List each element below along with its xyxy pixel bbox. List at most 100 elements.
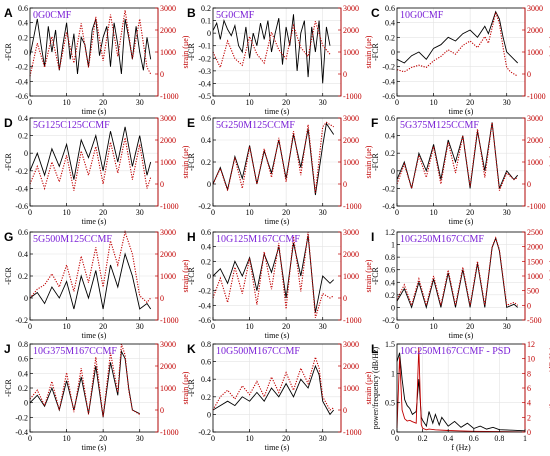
y-tick-label: 0 xyxy=(24,48,28,57)
fcr-series-line xyxy=(212,14,331,84)
y-tick-label: -0.2 xyxy=(15,413,28,422)
panel-title: 5G250M125CCMF xyxy=(216,120,295,131)
fcr-series-line xyxy=(29,126,152,180)
y2-tick-label: 4 xyxy=(527,399,531,408)
y2-tick-label: 0 xyxy=(160,294,164,303)
y2-tick-label: 0 xyxy=(527,428,531,437)
y-tick-label: -0.3 xyxy=(198,67,211,76)
y-tick-label: 0 xyxy=(207,29,211,38)
x-tick-label: 30 xyxy=(319,98,327,107)
panel-J: 0 10 20 30 -0.4 -0.2 0 0.2 0.4 0.6 0.8 -1000 0 1000 20… xyxy=(4,340,190,452)
y-tick-label: 0.6 xyxy=(201,228,211,237)
y-tick-label: 0.6 xyxy=(18,4,28,13)
y2-axis-label: strain (μe) xyxy=(364,371,373,404)
panel-letter: I xyxy=(371,230,374,244)
y2-axis-label: strain (μe) xyxy=(181,35,190,68)
strain-series-line xyxy=(396,347,526,433)
strain-series-line xyxy=(212,121,334,193)
x-tick-label: 10 xyxy=(246,208,254,217)
y2-tick-label: 3000 xyxy=(527,4,543,13)
panel-title: 10G375M167CCMF xyxy=(33,346,117,357)
y2-tick-label: 1000 xyxy=(160,272,176,281)
panel-letter: A xyxy=(4,6,13,20)
y2-tick-label: -1000 xyxy=(527,202,546,211)
y2-tick-label: -1000 xyxy=(343,92,362,101)
x-tick-label: 10 xyxy=(246,322,254,331)
y-tick-label: 0.8 xyxy=(385,253,395,262)
y2-tick-label: 1000 xyxy=(160,158,176,167)
y-tick-label: -0.4 xyxy=(382,202,395,211)
y-tick-label: 0.2 xyxy=(385,149,395,158)
y-axis-label: power/frequency (dB/Hz) xyxy=(371,346,380,429)
y2-tick-label: 2000 xyxy=(160,136,176,145)
x-tick-label: 10 xyxy=(246,434,254,443)
x-tick-label: 0 xyxy=(395,322,399,331)
x-tick-label: 0 xyxy=(395,98,399,107)
x-axis-label: time (s) xyxy=(82,107,107,116)
panel-F: 0 10 20 30 -0.4 -0.2 0 0.2 0.4 0.6 -1000 0 1000 2000 3… xyxy=(371,114,550,226)
x-tick-label: 10 xyxy=(63,322,71,331)
y2-tick-label: 10 xyxy=(527,355,535,364)
x-tick-label: 0 xyxy=(395,434,399,443)
y-tick-label: -0.4 xyxy=(15,184,28,193)
x-tick-label: 30 xyxy=(503,322,511,331)
x-tick-label: 30 xyxy=(136,208,144,217)
x-tick-label: 0 xyxy=(211,322,215,331)
x-axis-label: time (s) xyxy=(265,107,290,116)
panel-letter: E xyxy=(187,116,195,130)
panel-letter: C xyxy=(371,6,380,20)
y2-tick-label: 2000 xyxy=(343,26,359,35)
y2-tick-label: 2000 xyxy=(527,243,543,252)
x-tick-label: 0 xyxy=(28,208,32,217)
y-tick-label: 0.4 xyxy=(385,132,395,141)
y2-tick-label: 0 xyxy=(343,294,347,303)
x-tick-label: 0 xyxy=(28,434,32,443)
panel-letter: K xyxy=(187,342,196,356)
y2-tick-label: 0 xyxy=(527,70,531,79)
y-tick-label: -0.6 xyxy=(15,202,28,211)
y2-tick-label: -1000 xyxy=(160,316,179,325)
y-tick-label: -0.6 xyxy=(382,92,395,101)
y-axis-label: -FCR xyxy=(371,42,380,60)
y-axis-label: -FCR xyxy=(4,42,13,60)
y2-tick-label: 8 xyxy=(527,369,531,378)
y2-tick-label: -1000 xyxy=(160,202,179,211)
panel-letter: G xyxy=(4,230,13,244)
y-tick-label: -0.4 xyxy=(15,428,28,437)
x-axis-label: time (s) xyxy=(449,217,474,226)
x-tick-label: 20 xyxy=(99,434,107,443)
y-tick-label: 0.4 xyxy=(18,369,28,378)
panel-I: 0 10 20 30-0.200.20.40.60.811.2-50005001000… xyxy=(371,228,550,340)
y-tick-label: 1 xyxy=(391,369,395,378)
y-tick-label: 0.6 xyxy=(385,266,395,275)
y-tick-label: 0 xyxy=(391,428,395,437)
y-tick-label: -0.4 xyxy=(198,79,211,88)
x-tick-label: 10 xyxy=(430,208,438,217)
y-tick-label: 1.2 xyxy=(385,228,395,237)
x-axis-label: time (s) xyxy=(449,107,474,116)
x-tick-label: 10 xyxy=(246,98,254,107)
y2-tick-label: 2000 xyxy=(160,26,176,35)
y2-axis-label: strain (μe) xyxy=(181,145,190,178)
y-axis-label: -FCR xyxy=(371,266,380,284)
fcr-series-line xyxy=(396,122,519,189)
x-tick-label: 30 xyxy=(319,434,327,443)
panel-letter: D xyxy=(4,116,13,130)
y-tick-label: 0.2 xyxy=(201,4,211,13)
panel-H: 0 10 20 30 -0.6 -0.4 -0.2 0 0.2 0.4 0.6 -1000 0 1000 2… xyxy=(187,228,373,340)
y2-tick-label: 2000 xyxy=(343,362,359,371)
panel-title: 0G0CMF xyxy=(33,10,72,21)
panel-title: 10G0CMF xyxy=(400,10,444,21)
x-axis-label: time (s) xyxy=(265,331,290,340)
strain-series-line xyxy=(29,137,152,191)
x-tick-label: 30 xyxy=(503,98,511,107)
y-tick-label: 0.8 xyxy=(201,340,211,349)
y2-tick-label: 1000 xyxy=(527,158,543,167)
y2-tick-label: 500 xyxy=(527,287,539,296)
y-tick-label: 0.6 xyxy=(385,4,395,13)
y2-axis-label: strain (μe) xyxy=(364,145,373,178)
y2-tick-label: 1500 xyxy=(527,257,543,266)
y2-tick-label: 6 xyxy=(527,384,531,393)
y-tick-label: 0.4 xyxy=(201,136,211,145)
